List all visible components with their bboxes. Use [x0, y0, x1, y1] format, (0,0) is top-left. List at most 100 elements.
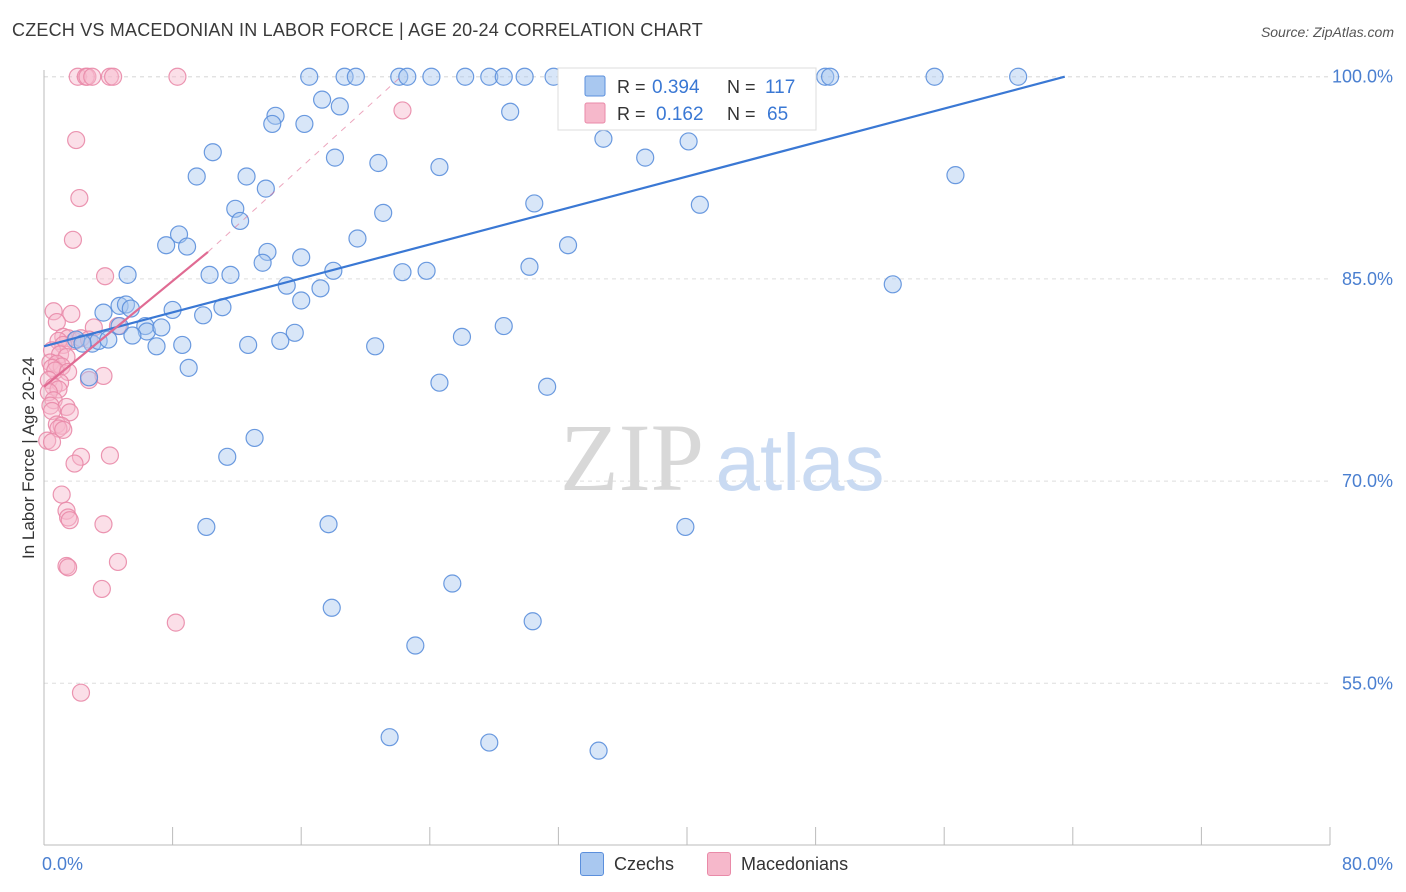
legend-czech[interactable]: Czechs — [580, 852, 674, 876]
macedonian-point — [95, 267, 115, 286]
stats-czech-r-label: R = — [617, 77, 646, 97]
czech-point — [443, 574, 462, 593]
axis-layer — [43, 70, 1331, 846]
czech-point — [256, 179, 275, 198]
czech-point — [398, 67, 417, 86]
macedonian-point — [44, 302, 63, 321]
czech-point — [380, 728, 399, 747]
macedonian-point — [100, 446, 120, 465]
czech-point — [330, 97, 349, 116]
czech-point — [218, 447, 237, 466]
chart-title: CZECH VS MACEDONIAN IN LABOR FORCE | AGE… — [12, 20, 703, 40]
czech-point — [523, 612, 542, 631]
watermark-zip: ZIP — [560, 404, 704, 511]
czech-point — [480, 733, 499, 752]
x-tick-label-min: 0.0% — [42, 854, 83, 874]
czech-point — [187, 167, 206, 186]
czech-point — [123, 326, 142, 345]
czech-point — [348, 229, 367, 248]
czech-point — [1009, 67, 1028, 86]
czech-point — [221, 265, 240, 284]
czech-point — [636, 148, 655, 167]
stats-box: R = 0.394 N = 117 R = 0.162 N = 65 — [557, 67, 817, 131]
legend-label-czech: Czechs — [614, 853, 675, 874]
watermark: ZIP atlas — [560, 404, 884, 511]
czech-point — [422, 67, 441, 86]
czech-point — [690, 195, 709, 214]
czech-point — [147, 337, 166, 356]
czech-point — [820, 67, 840, 86]
czech-point — [366, 337, 385, 356]
czech-point — [325, 148, 345, 167]
czech-point — [452, 327, 472, 346]
czech-point — [110, 296, 129, 315]
macedonian-point — [42, 432, 62, 452]
stats-mac-n-label: N = — [727, 104, 756, 124]
y-tick-label: 70.0% — [1342, 471, 1393, 491]
czech-point — [494, 316, 513, 336]
czech-point — [194, 306, 213, 325]
macedonian-point — [71, 683, 91, 702]
chart-source: Source: ZipAtlas.com — [1260, 24, 1394, 40]
macedonian-point — [94, 366, 113, 386]
macedonian-point — [168, 67, 187, 86]
czech-point — [237, 167, 256, 186]
y-tick-label: 55.0% — [1342, 673, 1393, 693]
czech-point — [520, 257, 539, 276]
czech-point — [515, 67, 534, 86]
macedonian-point — [52, 485, 71, 504]
czech-point — [589, 741, 608, 760]
czech-point — [883, 275, 902, 294]
macedonian-point — [57, 397, 76, 417]
stats-mac-r: 0.162 — [656, 104, 704, 125]
czech-point — [525, 194, 544, 213]
legend-swatch-mac — [707, 852, 731, 876]
czech-point — [406, 636, 425, 655]
czech-point — [393, 263, 412, 282]
macedonian-point — [54, 420, 73, 439]
czech-point — [374, 203, 393, 222]
czech-point — [594, 129, 613, 148]
macedonian-point — [60, 511, 79, 530]
macedonian-point — [78, 67, 97, 86]
czech-point — [292, 248, 311, 267]
stats-czech-r: 0.394 — [652, 77, 700, 98]
y-tick-labels: 55.0% 70.0% 85.0% 100.0% — [1332, 67, 1393, 694]
czech-point — [319, 515, 338, 534]
macedonian-point — [67, 130, 86, 150]
stats-czech-n: 117 — [765, 77, 795, 98]
czech-point — [417, 261, 436, 280]
czech-point — [157, 236, 176, 255]
macedonian-point — [42, 401, 62, 421]
czech-point — [679, 132, 698, 151]
y-tick-label: 100.0% — [1332, 67, 1393, 87]
y-axis-label: In Labor Force | Age 20-24 — [19, 357, 38, 559]
macedonian-point — [104, 67, 123, 86]
czech-point — [456, 67, 475, 86]
legend-mac[interactable]: Macedonians — [707, 852, 848, 876]
czech-point — [300, 67, 319, 86]
czech-point — [263, 114, 282, 134]
czech-point — [295, 114, 314, 134]
czech-point — [152, 318, 171, 337]
czech-point — [346, 67, 365, 86]
macedonian-point — [83, 67, 102, 86]
legend-swatch-czech — [580, 852, 604, 876]
legend-label-mac: Macedonians — [741, 853, 849, 874]
macedonian-points — [38, 67, 412, 702]
macedonian-point — [393, 101, 412, 120]
x-tick-label-max: 80.0% — [1342, 854, 1393, 874]
czech-point — [200, 265, 219, 284]
stats-czech-n-label: N = — [727, 77, 756, 97]
macedonian-point — [59, 558, 78, 577]
czech-point — [816, 67, 835, 86]
macedonian-point — [94, 515, 113, 534]
macedonian-point — [63, 230, 83, 249]
stats-mac-r-label: R = — [617, 104, 646, 124]
macedonian-point — [57, 347, 76, 367]
czech-point — [311, 279, 330, 298]
macedonian-trend-line — [43, 251, 209, 388]
macedonian-point — [60, 403, 79, 422]
czech-point — [253, 253, 272, 272]
czech-point — [558, 236, 578, 255]
